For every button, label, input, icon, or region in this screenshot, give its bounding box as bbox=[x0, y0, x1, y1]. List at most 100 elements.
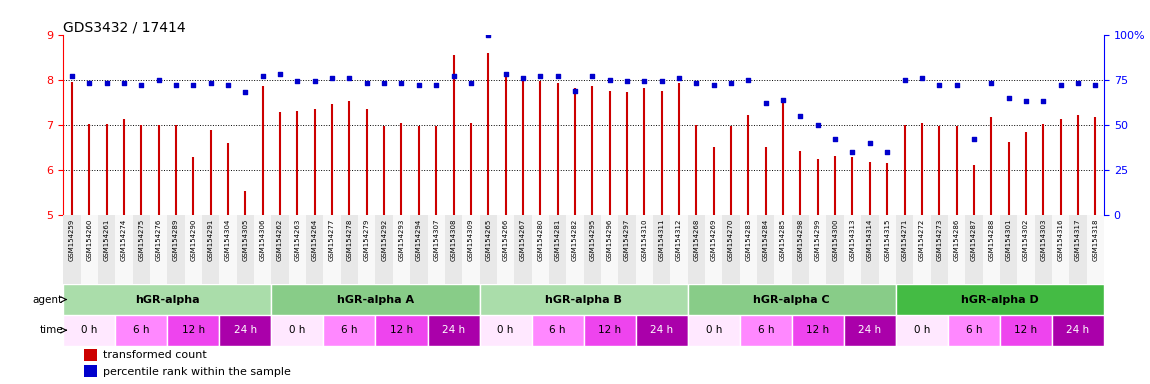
Point bbox=[965, 136, 983, 142]
Bar bbox=[84, 349, 97, 361]
Bar bbox=[168, 315, 220, 346]
Text: GSM154262: GSM154262 bbox=[277, 218, 283, 261]
Text: GSM154305: GSM154305 bbox=[243, 218, 248, 261]
Bar bbox=[115, 215, 132, 284]
Text: 0 h: 0 h bbox=[290, 325, 306, 335]
Text: 12 h: 12 h bbox=[390, 325, 413, 335]
Point bbox=[1086, 82, 1104, 88]
Text: 12 h: 12 h bbox=[1014, 325, 1037, 335]
Point bbox=[444, 73, 462, 79]
Point bbox=[566, 88, 584, 94]
Point bbox=[427, 82, 445, 88]
Bar bbox=[705, 215, 722, 284]
Text: GSM154307: GSM154307 bbox=[434, 218, 439, 261]
Text: 0 h: 0 h bbox=[706, 325, 722, 335]
Point bbox=[930, 82, 949, 88]
Point bbox=[167, 82, 185, 88]
Point bbox=[340, 75, 359, 81]
Point bbox=[549, 73, 567, 79]
Bar bbox=[930, 215, 948, 284]
Text: GSM154268: GSM154268 bbox=[693, 218, 699, 261]
Bar bbox=[896, 215, 913, 284]
Text: GSM154276: GSM154276 bbox=[155, 218, 162, 261]
Text: GSM154304: GSM154304 bbox=[225, 218, 231, 261]
Bar bbox=[791, 215, 810, 284]
Text: GSM154301: GSM154301 bbox=[1005, 218, 1012, 261]
Text: GSM154278: GSM154278 bbox=[346, 218, 352, 261]
Text: GSM154265: GSM154265 bbox=[485, 218, 491, 261]
Bar bbox=[844, 215, 861, 284]
Bar bbox=[150, 215, 168, 284]
Text: 24 h: 24 h bbox=[1066, 325, 1089, 335]
Text: GSM154292: GSM154292 bbox=[381, 218, 388, 261]
Text: GSM154291: GSM154291 bbox=[208, 218, 214, 261]
Bar bbox=[810, 215, 827, 284]
Bar bbox=[757, 215, 774, 284]
Point bbox=[497, 71, 515, 77]
Point bbox=[774, 96, 792, 103]
Bar bbox=[375, 215, 393, 284]
Bar bbox=[185, 215, 202, 284]
Bar bbox=[411, 215, 428, 284]
Text: GSM154293: GSM154293 bbox=[399, 218, 405, 261]
Bar bbox=[619, 215, 636, 284]
Text: GSM154297: GSM154297 bbox=[624, 218, 630, 261]
Text: agent: agent bbox=[33, 295, 63, 305]
Text: GSM154270: GSM154270 bbox=[728, 218, 734, 261]
Bar bbox=[271, 215, 289, 284]
Text: hGR-alpha C: hGR-alpha C bbox=[753, 295, 830, 305]
Bar bbox=[98, 215, 115, 284]
Bar bbox=[428, 315, 480, 346]
Bar bbox=[688, 315, 739, 346]
Text: GSM154267: GSM154267 bbox=[520, 218, 526, 261]
Bar bbox=[1035, 215, 1052, 284]
Text: GSM154280: GSM154280 bbox=[537, 218, 543, 261]
Point bbox=[289, 78, 307, 84]
Text: GSM154285: GSM154285 bbox=[780, 218, 787, 261]
Bar bbox=[1018, 215, 1035, 284]
Bar bbox=[445, 215, 462, 284]
Text: GSM154287: GSM154287 bbox=[971, 218, 976, 261]
Bar bbox=[896, 284, 1104, 315]
Text: GSM154266: GSM154266 bbox=[503, 218, 508, 261]
Text: 24 h: 24 h bbox=[650, 325, 673, 335]
Bar bbox=[63, 284, 271, 315]
Text: 12 h: 12 h bbox=[806, 325, 829, 335]
Bar bbox=[774, 215, 791, 284]
Text: GSM154264: GSM154264 bbox=[312, 218, 317, 261]
Text: GSM154310: GSM154310 bbox=[642, 218, 647, 261]
Text: GSM154290: GSM154290 bbox=[191, 218, 197, 261]
Bar bbox=[393, 215, 411, 284]
Text: hGR-alpha A: hGR-alpha A bbox=[337, 295, 414, 305]
Bar bbox=[896, 315, 948, 346]
Text: GSM154282: GSM154282 bbox=[572, 218, 578, 261]
Point bbox=[480, 31, 498, 38]
Text: percentile rank within the sample: percentile rank within the sample bbox=[102, 366, 291, 377]
Bar bbox=[480, 315, 531, 346]
Point bbox=[843, 149, 861, 155]
Point bbox=[358, 80, 376, 86]
Text: 12 h: 12 h bbox=[598, 325, 621, 335]
Text: GSM154277: GSM154277 bbox=[329, 218, 335, 261]
Bar bbox=[115, 315, 168, 346]
Text: GSM154283: GSM154283 bbox=[745, 218, 751, 261]
Text: GSM154271: GSM154271 bbox=[902, 218, 907, 261]
Point bbox=[948, 82, 966, 88]
Text: GSM154279: GSM154279 bbox=[363, 218, 370, 261]
Point bbox=[409, 82, 428, 88]
Bar bbox=[670, 215, 688, 284]
Bar bbox=[220, 315, 271, 346]
Text: GSM154302: GSM154302 bbox=[1024, 218, 1029, 261]
Bar bbox=[688, 215, 705, 284]
Text: GSM154299: GSM154299 bbox=[815, 218, 821, 261]
Point bbox=[531, 73, 550, 79]
Bar bbox=[480, 284, 688, 315]
Bar bbox=[601, 215, 619, 284]
Point bbox=[1068, 80, 1087, 86]
Bar bbox=[428, 215, 445, 284]
Bar bbox=[688, 284, 896, 315]
Bar bbox=[462, 215, 480, 284]
Bar bbox=[584, 315, 636, 346]
Bar bbox=[948, 215, 965, 284]
Point bbox=[688, 80, 706, 86]
